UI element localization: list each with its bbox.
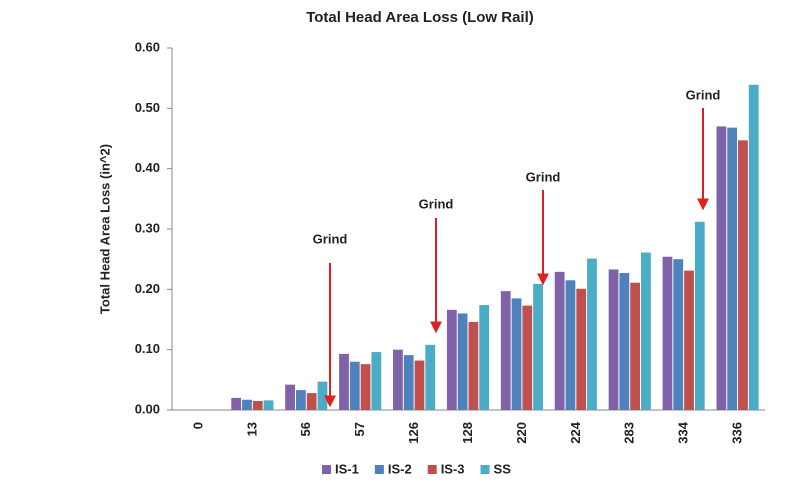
x-tick-label: 0: [190, 422, 205, 429]
bar: [242, 399, 252, 410]
bar: [630, 282, 641, 410]
bar: [317, 381, 328, 410]
bar: [748, 84, 759, 410]
bar: [500, 291, 511, 410]
legend-swatch: [374, 465, 384, 474]
bar: [716, 126, 727, 410]
y-tick-label: 0.30: [135, 220, 160, 235]
bar: [533, 283, 543, 410]
y-tick-label: 0.60: [135, 39, 160, 54]
annotation: Grind: [419, 196, 454, 211]
bar: [263, 400, 274, 410]
bar: [608, 269, 619, 410]
x-tick-label: 283: [622, 422, 637, 444]
bar: [252, 400, 263, 410]
x-tick-label: 336: [729, 422, 744, 444]
x-tick-label: 334: [676, 421, 691, 443]
bar: [231, 397, 242, 410]
bar: [285, 384, 295, 410]
annotation: Grind: [313, 231, 348, 246]
y-tick-label: 0.50: [135, 100, 160, 115]
annotation: Grind: [686, 87, 721, 102]
legend-label: IS-2: [388, 461, 412, 476]
bar: [619, 273, 630, 410]
x-tick-label: 56: [298, 422, 313, 436]
bar: [576, 288, 587, 410]
y-tick-label: 0.00: [135, 401, 160, 416]
bar: [339, 353, 349, 410]
x-tick-label: 220: [514, 422, 529, 444]
bar: [522, 305, 533, 410]
bar: [414, 360, 425, 410]
bar: [457, 313, 468, 410]
legend-label: SS: [494, 461, 512, 476]
x-tick-label: 13: [244, 422, 259, 436]
annotation: Grind: [526, 169, 561, 184]
bar: [349, 361, 360, 410]
legend-swatch: [480, 465, 490, 474]
y-axis-label: Total Head Area Loss (in^2): [97, 144, 112, 314]
y-tick-label: 0.20: [135, 281, 160, 296]
bar: [393, 349, 403, 410]
bar: [673, 259, 684, 410]
chart-title: Total Head Area Loss (Low Rail): [306, 9, 534, 26]
bar: [641, 252, 651, 410]
bar: [295, 390, 306, 410]
bar: [468, 321, 479, 410]
bar: [662, 256, 673, 410]
legend-label: IS-3: [441, 461, 465, 476]
bar: [446, 309, 457, 410]
bar: [565, 280, 576, 410]
y-tick-label: 0.40: [135, 160, 160, 175]
legend-label: IS-1: [335, 461, 359, 476]
x-tick-label: 128: [460, 422, 475, 444]
bar: [738, 140, 748, 410]
bar: [511, 298, 522, 410]
bar: [587, 258, 597, 410]
bar: [403, 355, 414, 410]
bar: [694, 221, 705, 410]
bar: [306, 393, 317, 410]
legend-swatch: [322, 465, 331, 474]
x-tick-label: 224: [568, 421, 583, 443]
bar: [360, 364, 371, 410]
bar: [727, 127, 738, 410]
bar: [425, 344, 436, 410]
bar: [479, 305, 490, 410]
x-tick-label: 126: [406, 422, 421, 444]
x-tick-label: 57: [352, 422, 367, 436]
bar: [684, 270, 694, 410]
y-tick-label: 0.10: [135, 341, 160, 356]
bar: [371, 352, 382, 410]
bar: [554, 271, 565, 410]
legend-swatch: [427, 465, 437, 474]
